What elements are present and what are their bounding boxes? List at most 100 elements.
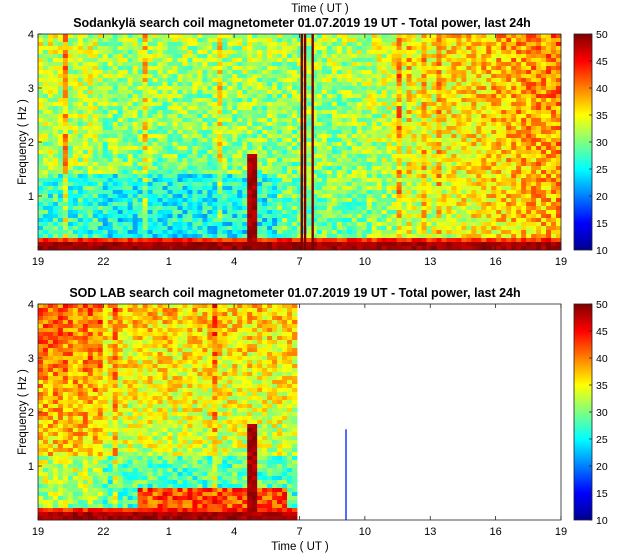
heatmap-cell — [127, 198, 134, 203]
heatmap-cell — [481, 58, 487, 63]
heatmap-cell — [72, 218, 79, 223]
heatmap-cell — [92, 150, 99, 155]
heatmap-cell — [222, 198, 228, 203]
heatmap-cell — [396, 126, 403, 131]
heatmap-cell — [351, 142, 358, 147]
heatmap-cell — [316, 166, 323, 171]
heatmap-cell — [257, 66, 263, 71]
heatmap-cell — [92, 174, 99, 179]
heatmap-cell — [192, 86, 198, 91]
heatmap-cell — [257, 202, 263, 207]
heatmap-cell — [217, 246, 223, 251]
heatmap-cell — [391, 78, 398, 83]
heatmap-cell — [67, 238, 74, 243]
heatmap-cell — [232, 174, 238, 179]
heatmap-cell — [157, 142, 163, 147]
heatmap-cell — [107, 206, 114, 211]
heatmap-cell — [207, 66, 213, 71]
heatmap-cell — [102, 70, 109, 75]
heatmap-cell — [107, 102, 114, 107]
heatmap-cell — [197, 190, 203, 195]
heatmap-cell — [316, 66, 323, 71]
heatmap-cell — [172, 66, 178, 71]
heatmap-cell — [197, 70, 203, 75]
heatmap-cell — [42, 230, 49, 235]
heatmap-cell — [72, 182, 79, 187]
heatmap-cell — [217, 74, 223, 79]
heatmap-cell — [481, 34, 487, 39]
heatmap-cell — [47, 214, 54, 219]
heatmap-cell — [316, 210, 323, 215]
heatmap-cell — [491, 106, 497, 111]
heatmap-cell — [416, 182, 422, 187]
heatmap-cell — [107, 94, 114, 99]
heatmap-cell — [366, 78, 373, 83]
heatmap-cell — [416, 82, 422, 87]
heatmap-cell — [306, 178, 313, 183]
heatmap-cell — [137, 50, 143, 55]
heatmap-cell — [341, 106, 348, 111]
heatmap-cell — [152, 218, 158, 223]
heatmap-cell — [406, 194, 412, 199]
heatmap-cell — [401, 162, 407, 167]
heatmap-cell — [456, 242, 462, 247]
heatmap-cell — [247, 82, 253, 87]
heatmap-cell — [87, 186, 94, 191]
heatmap-cell — [242, 98, 248, 103]
heatmap-cell — [107, 162, 114, 167]
heatmap-cell — [451, 122, 457, 127]
heatmap-cell — [306, 202, 313, 207]
heatmap-cell — [446, 178, 452, 183]
heatmap-cell — [132, 62, 139, 67]
heatmap-cell — [177, 214, 183, 219]
heatmap-cell — [127, 162, 134, 167]
heatmap-cell — [282, 226, 288, 231]
heatmap-cell — [182, 114, 188, 119]
heatmap-cell — [38, 106, 44, 111]
heatmap-cell — [451, 246, 457, 251]
heatmap-cell — [366, 150, 373, 155]
heatmap-cell — [361, 214, 368, 219]
heatmap-cell — [401, 42, 407, 47]
heatmap-cell — [356, 210, 363, 215]
heatmap-cell — [222, 130, 228, 135]
heatmap-cell — [122, 62, 129, 67]
heatmap-cell — [486, 38, 492, 43]
heatmap-cell — [202, 54, 208, 59]
heatmap-cell — [197, 98, 203, 103]
heatmap-cell — [292, 70, 298, 75]
heatmap-cell — [356, 234, 363, 239]
heatmap-cell — [316, 186, 323, 191]
heatmap-cell — [311, 34, 318, 39]
heatmap-cell — [416, 38, 422, 43]
heatmap-cell — [237, 58, 243, 63]
heatmap-cell — [162, 38, 168, 43]
heatmap-cell — [376, 162, 383, 167]
heatmap-cell — [42, 118, 49, 123]
heatmap-cell — [306, 198, 313, 203]
heatmap-cell — [237, 134, 243, 139]
heatmap-cell — [47, 42, 54, 47]
heatmap-cell — [67, 186, 74, 191]
heatmap-cell — [297, 202, 303, 207]
heatmap-cell — [122, 242, 129, 247]
heatmap-cell — [431, 98, 437, 103]
heatmap-cell — [282, 102, 288, 107]
heatmap-cell — [62, 34, 69, 39]
heatmap-cell — [386, 82, 393, 87]
heatmap-cell — [476, 170, 482, 175]
heatmap-cell — [87, 118, 94, 123]
heatmap-cell — [132, 154, 139, 159]
heatmap-cell — [222, 174, 228, 179]
heatmap-cell — [217, 150, 223, 155]
heatmap-cell — [466, 146, 472, 151]
heatmap-cell — [217, 70, 223, 75]
heatmap-cell — [386, 50, 393, 55]
heatmap-cell — [42, 78, 49, 83]
heatmap-cell — [187, 82, 193, 87]
heatmap-cell — [152, 174, 158, 179]
heatmap-cell — [142, 34, 148, 39]
heatmap-cell — [311, 226, 318, 231]
heatmap-cell — [162, 210, 168, 215]
heatmap-cell — [406, 190, 412, 195]
